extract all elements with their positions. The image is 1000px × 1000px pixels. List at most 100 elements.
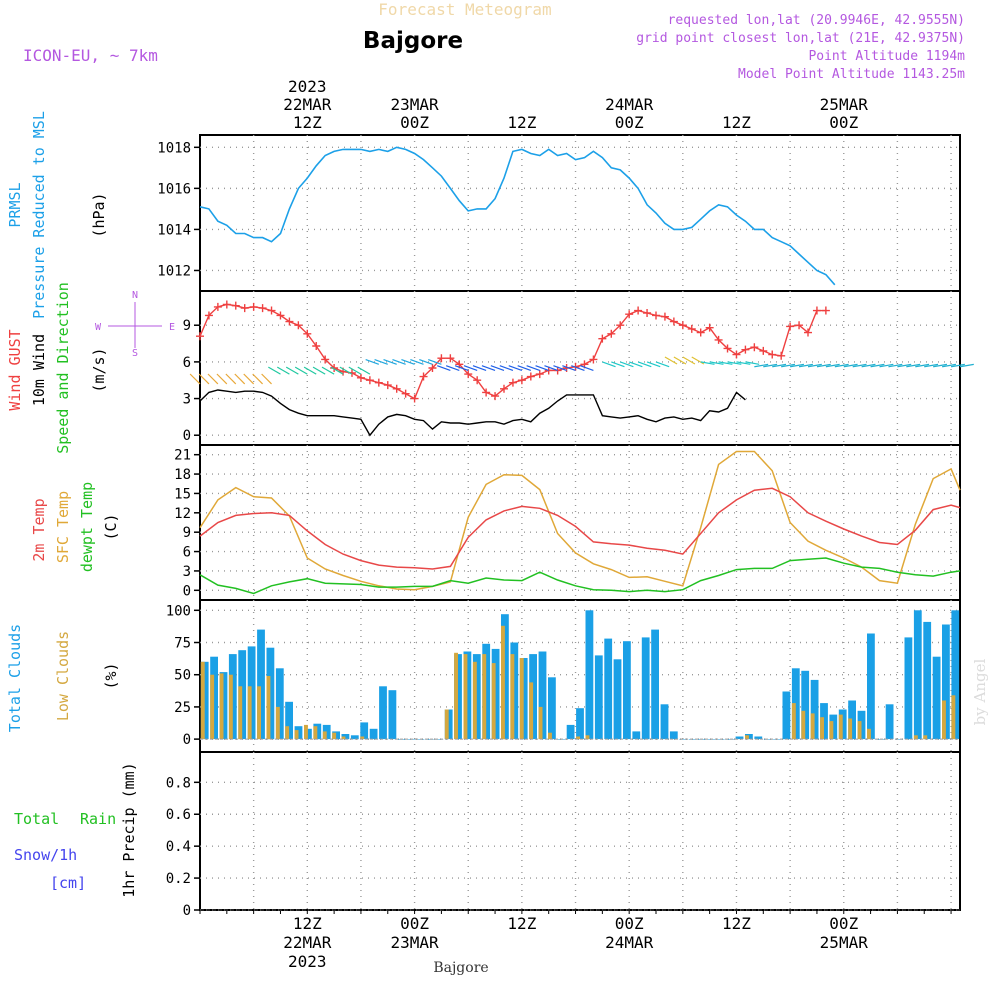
gust-marker: [383, 381, 392, 390]
wind-arrow: [834, 363, 849, 368]
gust-marker: [401, 389, 410, 398]
total-cloud-bar: [923, 621, 932, 740]
compass-s: S: [132, 348, 138, 359]
total-cloud-bar: [435, 739, 444, 740]
low-cloud-bar: [219, 673, 224, 740]
total-cloud-bar: [585, 610, 594, 740]
total-cloud-bar: [867, 633, 875, 740]
tick-label-pressure: 1012: [157, 263, 191, 279]
wind-arrow: [655, 361, 670, 368]
time-label-top: 22MAR: [283, 95, 332, 114]
wind-arrow: [664, 356, 678, 365]
wind-arrow: [339, 366, 353, 375]
gust-marker: [786, 322, 795, 331]
low-cloud-bar: [285, 726, 290, 740]
temp-2m-line: [199, 487, 961, 570]
gust-marker: [428, 364, 437, 372]
total-cloud-bar: [735, 736, 744, 740]
wind-arrow: [225, 373, 237, 385]
wind-unit: (m/s): [90, 347, 108, 392]
total-cloud-bar: [426, 739, 434, 740]
time-label-bottom: 00Z: [615, 914, 644, 933]
total-cloud-bar: [801, 670, 810, 740]
time-label-bottom: 2023: [288, 952, 327, 971]
wind-arrow: [852, 363, 867, 368]
gust-marker: [374, 378, 383, 387]
low-cloud-bar: [867, 728, 871, 740]
total-cloud-bar: [632, 731, 641, 740]
low-cloud-bar: [341, 736, 346, 740]
gust-marker: [732, 350, 741, 359]
wind-arrow: [915, 363, 930, 368]
total-cloud-bar: [238, 650, 247, 740]
wind-arrow: [454, 365, 469, 372]
gust-marker: [410, 394, 419, 403]
total-cloud-bar: [679, 739, 688, 740]
temp-unit: (C): [102, 513, 120, 540]
low-cloud-bar: [829, 721, 834, 740]
low-cloud-bar: [200, 661, 205, 740]
total-cloud-bar: [538, 651, 547, 740]
wind-arrow: [553, 365, 567, 372]
panel-frame-temp: [199, 444, 961, 601]
pressure-unit: (hPa): [90, 192, 108, 237]
gust-marker: [464, 370, 473, 379]
gust-marker: [285, 317, 294, 326]
model-label: ICON-EU, ~ 7km: [23, 46, 158, 65]
total-cloud-bar: [369, 728, 378, 740]
gust-marker: [589, 355, 598, 364]
low-cloud-bar: [238, 686, 243, 740]
tick-label-temp: 15: [174, 486, 191, 502]
total-cloud-bar: [669, 731, 678, 740]
y-ticks: 1012 1014 1016 1018 0 3 6 9 0 3 6 9 12 15 18 21 0 25 50 75 1…: [157, 140, 200, 919]
wind-arrow: [463, 365, 478, 372]
gust-marker: [419, 372, 428, 381]
wind-arrow: [861, 363, 876, 368]
total-clouds-label: Total Clouds: [6, 624, 24, 732]
wind-arrow: [816, 363, 831, 368]
gust-marker: [508, 378, 517, 387]
wind-arrow: [807, 363, 822, 368]
wind-arrow: [870, 363, 885, 368]
wind-arrow: [843, 363, 858, 368]
tick-label-temp: 12: [174, 506, 191, 522]
wind-arrow: [189, 373, 201, 385]
wind-arrow: [499, 365, 514, 372]
gust-marker: [598, 334, 607, 343]
low-clouds-label: Low Clouds: [54, 631, 72, 721]
low-cloud-bar: [548, 732, 552, 740]
tick-label-pressure: 1016: [157, 181, 191, 197]
total-cloud-bar: [275, 668, 284, 740]
gust-marker: [500, 384, 508, 393]
tick-label-clouds: 100: [166, 603, 191, 619]
wind-arrow: [365, 358, 380, 365]
tick-label-precip: 0.6: [166, 807, 191, 823]
low-cloud-bar: [838, 714, 843, 740]
wind-arrow: [357, 366, 371, 375]
low-cloud-bar: [848, 718, 853, 740]
temp-dewpt-label: dewpt Temp: [78, 482, 96, 572]
wind-arrow: [481, 365, 496, 372]
total-cloud-bar: [623, 641, 631, 740]
low-cloud-bar: [538, 706, 543, 740]
wind-arrow: [216, 373, 228, 385]
wind-arrow: [517, 365, 532, 372]
time-label-bottom: 00Z: [400, 914, 429, 933]
gust-marker: [392, 384, 401, 393]
total-cloud-bar: [576, 708, 584, 740]
tick-label-wind: 0: [183, 428, 191, 444]
snow-label: Snow/1h: [14, 846, 77, 864]
wind-arrow: [790, 363, 805, 368]
wind-arrow: [330, 366, 344, 375]
time-label-bottom: 24MAR: [605, 933, 654, 952]
wind-arrow: [383, 358, 397, 365]
time-label-top: 24MAR: [605, 95, 654, 114]
wind-arrow: [571, 365, 585, 372]
prmsl-label: PRMSL: [6, 182, 24, 227]
total-cloud-bar: [566, 724, 575, 740]
low-cloud-bar: [482, 654, 487, 740]
gust-marker: [222, 300, 231, 309]
wind-arrow: [906, 363, 921, 368]
gust-marker: [768, 350, 777, 359]
low-cloud-bar: [491, 663, 496, 740]
